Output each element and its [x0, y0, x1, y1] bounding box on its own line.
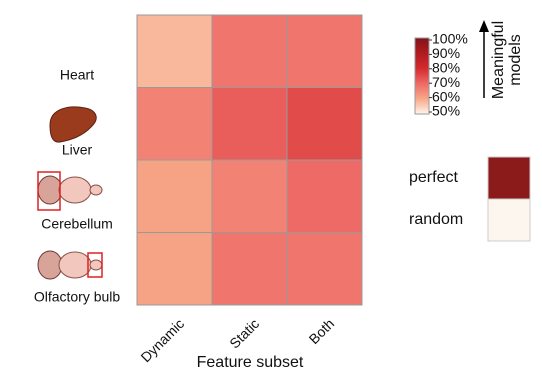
- column-label: Dynamic: [137, 315, 187, 365]
- heatmap-cell: [212, 160, 287, 233]
- heatmap-cell: [137, 88, 212, 161]
- heatmap-cell: [287, 160, 362, 233]
- x-axis-label: Feature subset: [197, 354, 304, 371]
- brain-icon: [38, 251, 102, 279]
- column-label: Static: [226, 315, 262, 351]
- legend-swatch: [488, 157, 530, 199]
- heatmap-cell: [212, 233, 287, 306]
- chart: Feature subset Heart Liver Cerebellum Olfac…: [0, 0, 542, 374]
- row-label: Olfactory bulb: [34, 289, 121, 305]
- column-label: Both: [306, 315, 338, 347]
- heatmap-cell: [137, 15, 212, 88]
- colorbar-tick-label: 70%: [432, 74, 460, 90]
- colorbar-label: Meaningful: [490, 21, 507, 99]
- liver-icon: [50, 107, 96, 142]
- arrow-head: [479, 20, 489, 32]
- heatmap-cell: [212, 88, 287, 161]
- colorbar-label: models: [507, 34, 524, 86]
- colorbar-tick-label: 50%: [432, 103, 460, 119]
- heatmap-cell: [137, 233, 212, 306]
- colorbar: [415, 38, 429, 114]
- heatmap-cell: [137, 160, 212, 233]
- heatmap-cell: [212, 15, 287, 88]
- colorbar-tick-label: 60%: [432, 88, 460, 104]
- brain-icon: [38, 172, 102, 210]
- row-label: Liver: [62, 142, 93, 158]
- legend-label: perfect: [409, 169, 458, 186]
- heatmap-cell: [287, 233, 362, 306]
- colorbar-tick-label: 80%: [432, 60, 460, 76]
- legend-swatch: [488, 199, 530, 241]
- heatmap-cell: [287, 15, 362, 88]
- legend-label: random: [409, 211, 463, 228]
- colorbar-tick-label: 100%: [432, 31, 468, 47]
- row-label: Heart: [60, 67, 94, 83]
- row-label: Cerebellum: [41, 216, 113, 232]
- heatmap-cell: [287, 88, 362, 161]
- colorbar-tick-label: 90%: [432, 45, 460, 61]
